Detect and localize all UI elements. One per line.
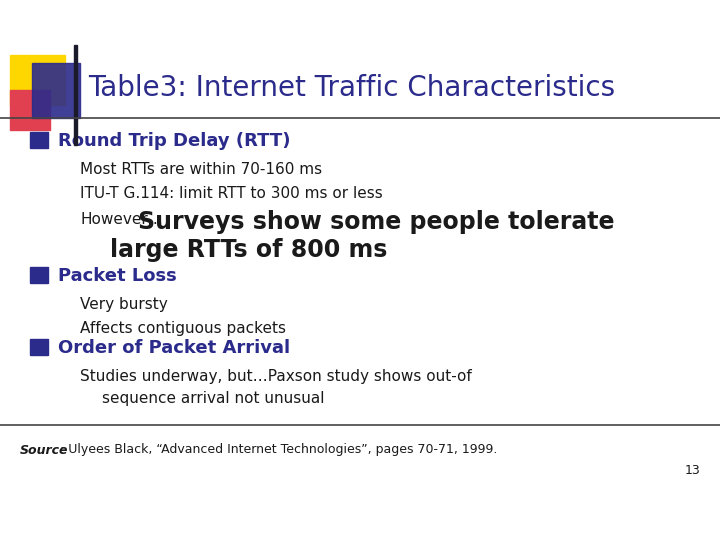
Bar [74,45,77,145]
Bar [10,90,50,130]
Text: sequence arrival not unusual: sequence arrival not unusual [102,390,325,406]
Bar [10,55,65,105]
Bar [30,339,48,355]
Text: Affects contiguous packets: Affects contiguous packets [80,321,286,335]
Text: Studies underway, but…Paxson study shows out-of: Studies underway, but…Paxson study shows… [80,369,472,384]
Text: Order of Packet Arrival: Order of Packet Arrival [58,339,290,357]
Text: 13: 13 [684,463,700,476]
Text: Very bursty: Very bursty [80,298,168,313]
Text: ITU-T G.114: limit RTT to 300 ms or less: ITU-T G.114: limit RTT to 300 ms or less [80,186,383,200]
Text: However…: However… [80,213,163,227]
Text: : Ulyees Black, “Advanced Internet Technologies”, pages 70-71, 1999.: : Ulyees Black, “Advanced Internet Techn… [60,443,498,456]
Text: Source: Source [20,443,68,456]
Bar [30,267,48,283]
Text: large RTTs of 800 ms: large RTTs of 800 ms [110,238,387,262]
Text: Packet Loss: Packet Loss [58,267,176,285]
Bar [30,132,48,148]
Text: Surveys show some people tolerate: Surveys show some people tolerate [138,210,614,234]
Text: Most RTTs are within 70-160 ms: Most RTTs are within 70-160 ms [80,163,322,178]
Text: Round Trip Delay (RTT): Round Trip Delay (RTT) [58,132,290,150]
Bar [32,63,80,118]
Text: Table3: Internet Traffic Characteristics: Table3: Internet Traffic Characteristics [88,74,615,102]
